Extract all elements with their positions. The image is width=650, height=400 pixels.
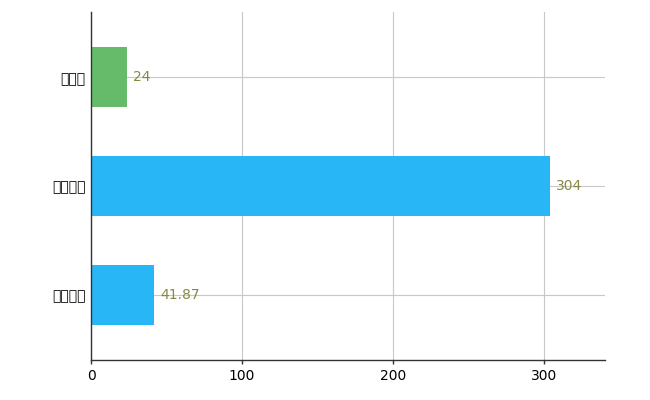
Text: 304: 304 <box>556 179 582 193</box>
Bar <box>91 47 127 107</box>
Text: 41.87: 41.87 <box>161 288 200 302</box>
Text: 24: 24 <box>133 70 151 84</box>
Bar <box>91 265 154 325</box>
Bar <box>91 156 550 216</box>
